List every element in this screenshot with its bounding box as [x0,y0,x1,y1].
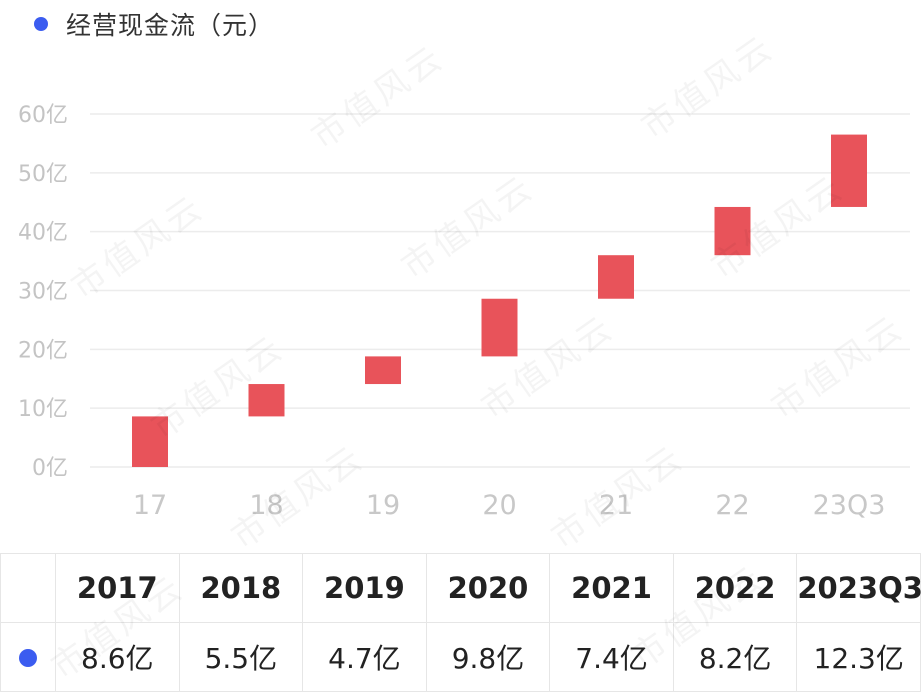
table-cell: 7.4亿 [549,622,674,692]
table-header-cell: 2022 [672,553,798,623]
table-cell: 8.6亿 [55,622,180,692]
y-tick-label: 40亿 [18,221,68,246]
x-tick-label: 20 [482,490,516,521]
waterfall-bar [831,134,867,207]
table-header-cell: 2017 [55,553,180,623]
x-tick-label: 19 [366,490,400,521]
table-header-cell: 2018 [178,553,304,623]
table-cell: 8.2亿 [672,622,798,692]
legend-dot-icon [34,17,48,31]
y-tick-label: 60亿 [18,103,68,128]
waterfall-bar [365,356,401,385]
table-header-cell: 2020 [425,553,551,623]
table-header-row: 2017 2018 2019 2020 2021 2022 2023Q3 [0,553,921,623]
data-table: 2017 2018 2019 2020 2021 2022 2023Q3 8.6… [0,553,921,692]
x-tick-label: 22 [715,490,749,521]
table-cell: 9.8亿 [425,622,551,692]
table-corner-cell [0,553,56,623]
waterfall-chart: 0亿 10亿 20亿 30亿 40亿 50亿 60亿 17 18 19 20 21 22 23Q3 [18,103,910,521]
table-cell: 4.7亿 [302,622,427,692]
x-tick-label: 21 [599,490,633,521]
y-tick-label: 30亿 [18,280,68,305]
waterfall-bar [714,206,751,256]
table-header-cell: 2023Q3 [796,553,921,623]
waterfall-bar [132,416,168,467]
table-header-cell: 2019 [302,553,427,623]
table-cell: 12.3亿 [796,622,921,692]
waterfall-bar [248,384,285,417]
y-tick-label: 0亿 [32,456,68,481]
legend: 经营现金流（元） [34,8,274,40]
waterfall-bar [598,255,634,299]
waterfall-bar [481,298,518,357]
x-tick-label: 23Q3 [813,490,886,521]
y-tick-label: 50亿 [18,162,68,187]
series-marker-cell [0,622,56,692]
x-tick-label: 18 [249,490,283,521]
table-header-cell: 2021 [549,553,674,623]
y-tick-label: 10亿 [18,397,68,422]
y-tick-label: 20亿 [18,338,68,363]
series-dot-icon [19,648,37,667]
table-cell: 5.5亿 [178,622,304,692]
legend-label: 经营现金流（元） [66,11,275,40]
table-row: 8.6亿 5.5亿 4.7亿 9.8亿 7.4亿 8.2亿 12.3亿 [0,622,921,692]
x-tick-label: 17 [133,490,167,521]
